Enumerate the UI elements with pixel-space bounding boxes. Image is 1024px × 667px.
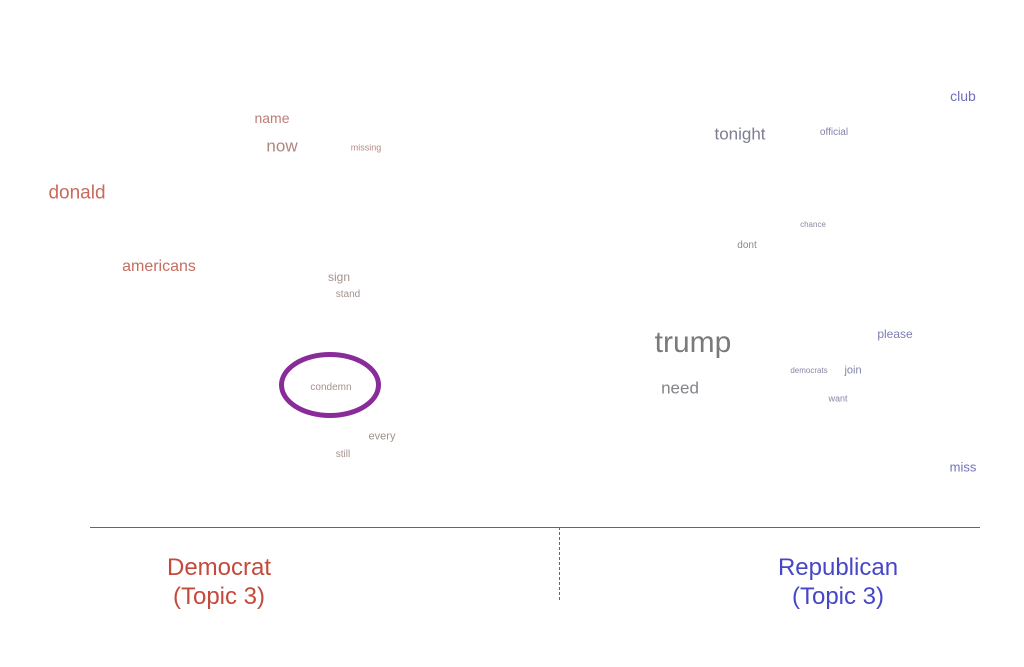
word-join: join <box>844 366 861 377</box>
word-sign: sign <box>328 271 350 283</box>
word-cloud-scatter: Democrat(Topic 3)Republican(Topic 3)dona… <box>0 0 1024 667</box>
word-americans: americans <box>122 259 196 275</box>
axis-label-left: Democrat(Topic 3) <box>167 554 271 612</box>
word-please: please <box>877 328 912 340</box>
word-dont: dont <box>737 241 756 251</box>
word-name: name <box>254 111 289 125</box>
axis-baseline <box>90 527 980 528</box>
word-every: every <box>369 432 396 443</box>
word-chance: chance <box>800 221 826 229</box>
word-club: club <box>950 89 976 103</box>
word-missing: missing <box>351 144 382 153</box>
axis-label-right: Republican(Topic 3) <box>778 554 898 612</box>
word-need: need <box>661 380 699 397</box>
axis-label-right-line2: (Topic 3) <box>778 583 898 612</box>
word-condemn: condemn <box>310 383 351 393</box>
word-still: still <box>336 450 350 460</box>
word-now: now <box>266 138 297 155</box>
word-want: want <box>828 395 847 404</box>
word-donald: donald <box>48 184 105 203</box>
word-trump: trump <box>655 328 732 358</box>
word-miss: miss <box>950 461 977 474</box>
word-official: official <box>820 128 848 138</box>
axis-label-right-line1: Republican <box>778 554 898 583</box>
axis-label-left-line2: (Topic 3) <box>167 583 271 612</box>
word-stand: stand <box>336 290 360 300</box>
axis-label-left-line1: Democrat <box>167 554 271 583</box>
word-democrats: democrats <box>790 367 827 375</box>
word-tonight: tonight <box>714 126 765 143</box>
axis-center-divider <box>559 527 560 600</box>
